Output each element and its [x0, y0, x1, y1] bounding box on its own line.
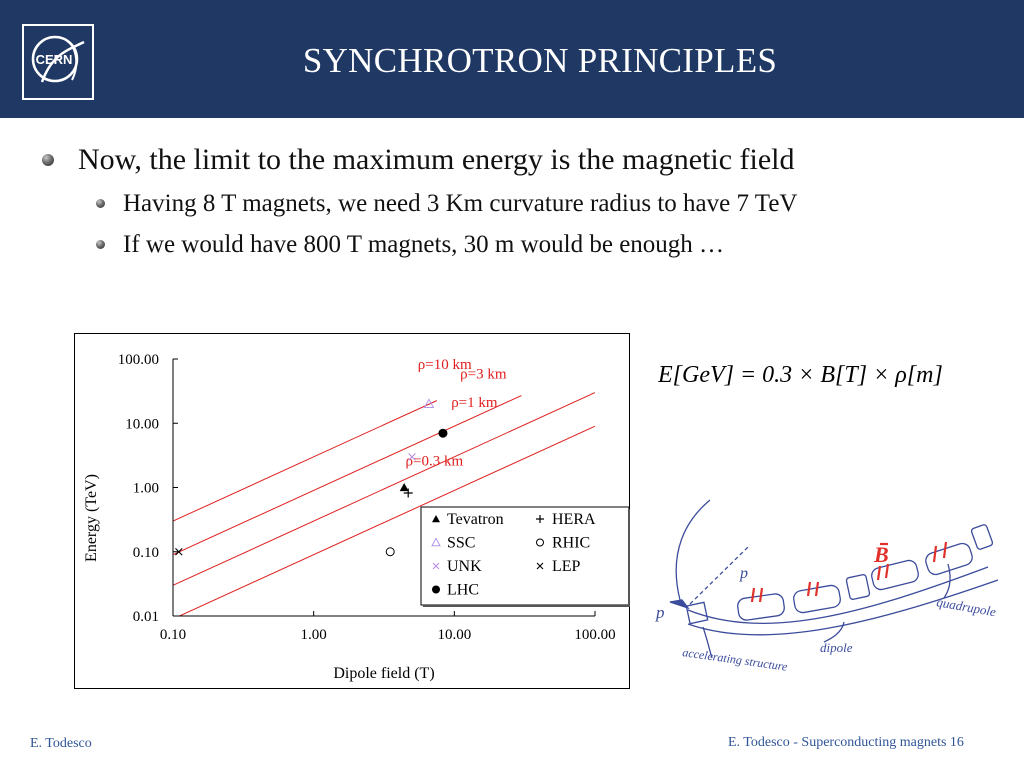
marker-plus: [536, 515, 544, 523]
rho-line-label: ρ=0.3 km: [406, 453, 464, 469]
bullet-main: Now, the limit to the maximum energy is …: [78, 143, 795, 176]
legend-item-unk: UNK: [432, 558, 482, 575]
sketch-label-dipole: dipole: [820, 640, 853, 655]
footer-author: E. Todesco: [30, 736, 92, 751]
x-tick-label: 0.10: [160, 627, 186, 643]
marker-x: [536, 562, 544, 570]
marker-x: [175, 547, 183, 556]
chart-legend: Tevatron HERA SSC RHIC UNK LEP LHC: [420, 506, 630, 607]
legend-item-lep: LEP: [536, 558, 581, 575]
sketch-label-b: B: [873, 542, 889, 567]
y-tick-label: 0.01: [133, 609, 159, 625]
legend-item-rhic: RHIC: [536, 535, 590, 552]
accelerator-sketch: p p B quadrupole accelerating structure …: [655, 499, 999, 674]
bullet-icon: [96, 199, 105, 208]
data-point-unk: [408, 453, 416, 461]
legend-label: RHIC: [552, 535, 590, 552]
bullet-icon: [42, 154, 54, 166]
sketch-label-quadrupole: quadrupole: [935, 594, 997, 619]
energy-formula: E[GeV] = 0.3 × B[T] × ρ[m]: [658, 362, 943, 388]
legend-label: LHC: [447, 582, 479, 599]
marker-circle: [432, 585, 440, 594]
marker-circle: [438, 428, 448, 438]
rho-line-label: ρ=1 km: [451, 395, 498, 411]
data-point-hera: [403, 488, 413, 498]
formula-text: E[GeV] = 0.3 × B[T] × ρ[m]: [658, 362, 943, 388]
legend-item-ssc: SSC: [431, 535, 475, 552]
energy-vs-field-chart: 0.10 1.00 10.00 100.000.010.101.0010.00100.…: [74, 333, 630, 689]
marker-circle-open: [536, 538, 544, 547]
x-tick-label: 100.00: [574, 627, 615, 643]
data-point-lep: [175, 547, 183, 556]
legend-label: LEP: [552, 558, 581, 575]
legend-label: HERA: [552, 511, 596, 528]
rho-line: [173, 400, 437, 522]
y-axis-label: Energy (TeV): [83, 474, 100, 562]
legend-label: UNK: [447, 558, 482, 575]
data-point-tevatron: [399, 483, 409, 492]
legend-item-lhc: LHC: [432, 582, 479, 599]
bullet-icon: [96, 240, 105, 249]
bullet-sub-1: Having 8 T magnets, we need 3 Km curvatu…: [123, 190, 798, 217]
marker-x: [408, 453, 416, 461]
rho-line-label: ρ=10 km: [418, 357, 472, 373]
bullet-sub-2: If we would have 800 T magnets, 30 m wou…: [123, 231, 725, 258]
logo-text: CERN: [36, 52, 73, 67]
marker-triangle-open: [423, 398, 435, 409]
rho-line: [173, 392, 595, 586]
y-tick-label: 1.00: [133, 481, 159, 497]
legend-label: Tevatron: [447, 511, 504, 528]
x-tick-label: 1.00: [301, 627, 327, 643]
y-tick-label: 100.00: [118, 352, 159, 368]
legend-item-tevatron: Tevatron: [432, 511, 504, 528]
rho-line: [178, 425, 595, 616]
data-point-lhc: [438, 428, 448, 438]
title-bar: CERN SYNCHROTRON PRINCIPLES: [0, 0, 1024, 118]
marker-triangle-open: [431, 537, 441, 547]
y-tick-label: 10.00: [125, 416, 159, 432]
y-tick-label: 0.10: [133, 545, 159, 561]
marker-plus: [403, 488, 413, 498]
marker-x: [432, 562, 440, 570]
data-point-rhic: [385, 547, 395, 557]
sketch-label-p: p: [739, 565, 748, 582]
footer-page-info: E. Todesco - Superconducting magnets 16: [728, 735, 964, 750]
rho-line: [173, 395, 522, 556]
sketch-label-accelerating: accelerating structure: [682, 645, 789, 674]
page-title: SYNCHROTRON PRINCIPLES: [302, 41, 778, 80]
marker-triangle: [399, 483, 409, 492]
x-axis-label: Dipole field (T): [333, 665, 434, 682]
cern-logo: CERN: [22, 24, 94, 100]
rho-line-label: ρ=3 km: [460, 366, 507, 382]
sketch-label-p-bold: p: [655, 603, 665, 622]
legend-item-hera: HERA: [536, 511, 596, 528]
legend-label: SSC: [447, 535, 475, 552]
marker-triangle: [432, 515, 440, 523]
marker-circle-open: [385, 547, 395, 557]
x-tick-label: 10.00: [437, 627, 471, 643]
data-point-ssc: [423, 398, 435, 409]
